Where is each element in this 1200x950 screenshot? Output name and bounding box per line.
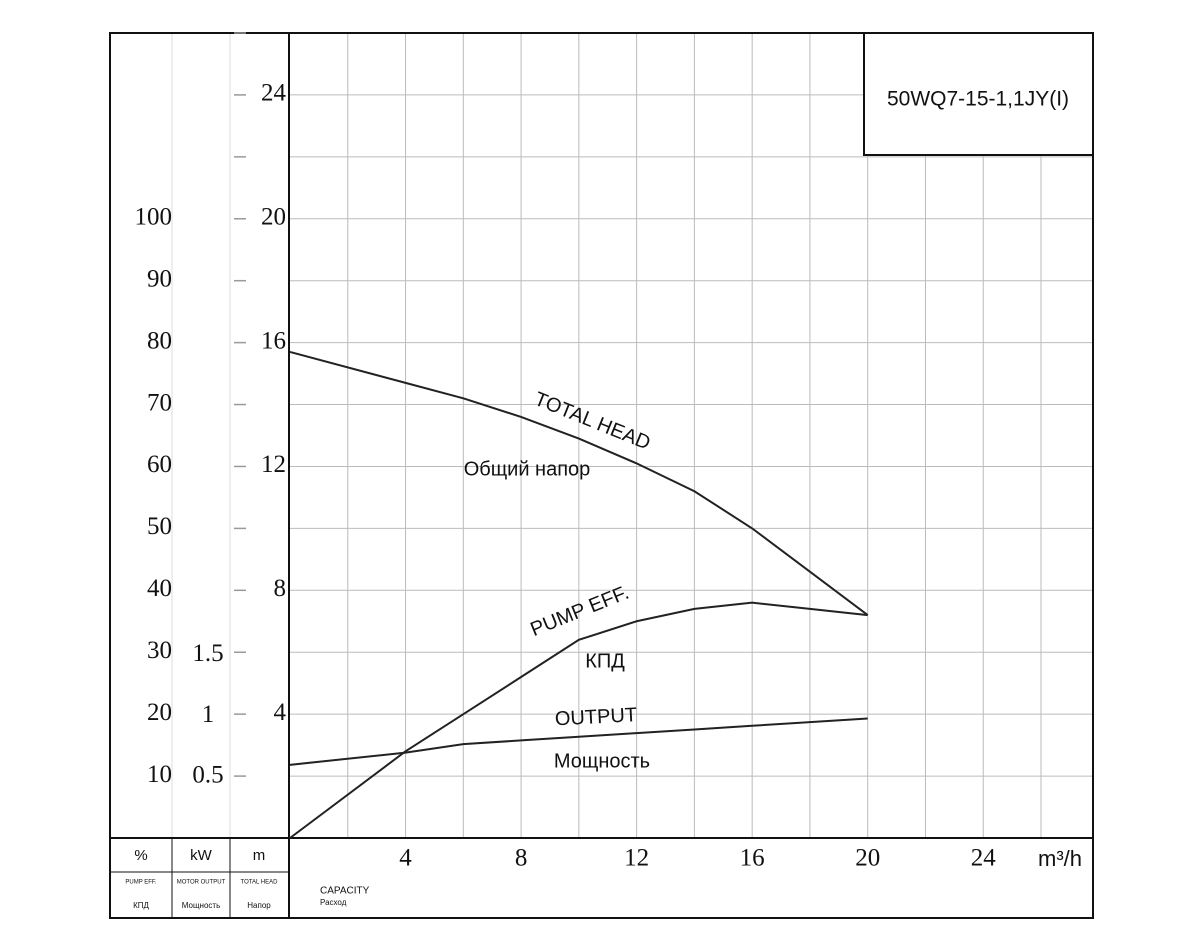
y3-tick-label: 0.5 [192, 762, 223, 789]
axis-name: MOTOR OUTPUT [177, 880, 226, 886]
x-tick-label: 12 [624, 845, 649, 872]
y-tick-label: 8 [274, 575, 287, 602]
x-tick-label: 24 [971, 845, 997, 872]
curve-label: OUTPUT [554, 704, 637, 730]
curve [289, 350, 869, 616]
y-tick-label: 20 [261, 204, 286, 231]
axis-name: TOTAL HEAD [241, 880, 279, 886]
frame [109, 32, 1094, 919]
y-tick-label: 24 [261, 80, 287, 107]
curve-label-ru: Мощность [554, 750, 650, 772]
axis-unit: m [253, 847, 266, 864]
y3-tick-label: 1.5 [192, 640, 223, 667]
title-box [863, 32, 1094, 156]
y-tick-label: 4 [274, 699, 287, 726]
curve [289, 601, 868, 839]
x-tick-label: 4 [399, 845, 412, 872]
axis-name-ru: КПД [133, 901, 149, 910]
y2-tick-label: 50 [147, 513, 172, 540]
x-label-ru: Расход [320, 898, 347, 907]
x-tick-label: 16 [740, 845, 765, 872]
y2-tick-label: 70 [147, 389, 172, 416]
axis-unit: kW [190, 847, 213, 864]
y2-tick-label: 100 [135, 204, 173, 231]
y2-tick-label: 90 [147, 265, 172, 292]
y2-tick-label: 60 [147, 451, 172, 478]
y2-tick-label: 40 [147, 575, 172, 602]
y2-tick-label: 20 [147, 699, 172, 726]
y2-tick-label: 10 [147, 761, 172, 788]
chart-title: 50WQ7-15-1,1JY(I) [887, 88, 1069, 111]
curve-label-ru: КПД [585, 650, 625, 672]
axis-unit: % [134, 847, 147, 864]
axis-name-ru: Напор [247, 901, 271, 910]
x-tick-label: 20 [855, 845, 880, 872]
y-tick-label: 16 [261, 327, 286, 354]
axis-name-ru: Мощность [182, 901, 220, 910]
y3-tick-label: 1 [202, 701, 215, 728]
x-label: CAPACITY [320, 886, 370, 897]
y2-tick-label: 30 [147, 637, 172, 664]
y2-tick-label: 80 [147, 327, 172, 354]
curve-label-ru: Общий напор [464, 458, 591, 480]
x-unit: m³/h [1038, 846, 1082, 871]
axis-name: PUMP EFF. [125, 880, 157, 886]
x-tick-label: 8 [515, 845, 528, 872]
y-tick-label: 12 [261, 451, 286, 478]
curve [289, 717, 868, 766]
